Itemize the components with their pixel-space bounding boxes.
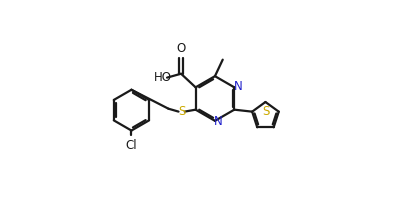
Text: O: O (176, 43, 185, 56)
Text: HO: HO (154, 71, 172, 84)
Text: N: N (233, 80, 242, 93)
Text: N: N (214, 115, 223, 128)
Text: S: S (178, 105, 185, 118)
Text: Cl: Cl (126, 139, 137, 152)
Text: S: S (262, 105, 270, 118)
